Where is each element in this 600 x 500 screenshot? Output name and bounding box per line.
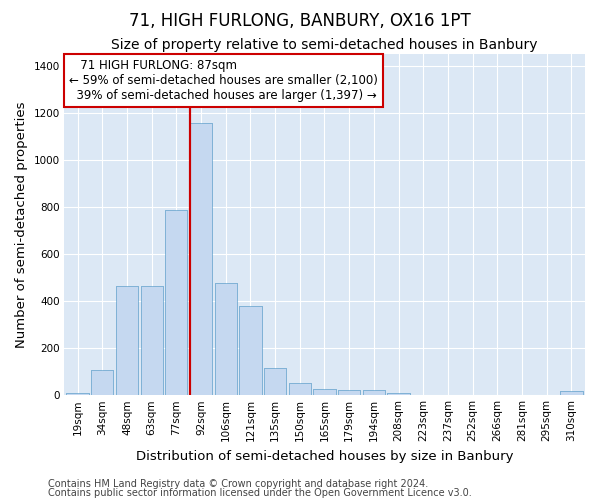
Bar <box>67 392 89 395</box>
Bar <box>388 392 410 395</box>
Title: Size of property relative to semi-detached houses in Banbury: Size of property relative to semi-detach… <box>111 38 538 52</box>
Text: Contains public sector information licensed under the Open Government Licence v3: Contains public sector information licen… <box>48 488 472 498</box>
Bar <box>116 286 138 395</box>
Bar <box>388 392 410 395</box>
Bar <box>560 392 583 395</box>
Bar <box>289 383 311 395</box>
Bar <box>338 390 360 395</box>
Bar <box>215 283 237 395</box>
Y-axis label: Number of semi-detached properties: Number of semi-detached properties <box>15 101 28 348</box>
Bar <box>313 389 335 395</box>
Bar <box>190 124 212 395</box>
Bar <box>363 390 385 395</box>
Bar <box>140 286 163 395</box>
Bar <box>239 306 262 395</box>
Bar <box>190 124 212 395</box>
Bar <box>264 368 286 395</box>
Text: Contains HM Land Registry data © Crown copyright and database right 2024.: Contains HM Land Registry data © Crown c… <box>48 479 428 489</box>
Bar <box>116 286 138 395</box>
Bar <box>338 390 360 395</box>
Bar <box>91 370 113 395</box>
Bar <box>560 392 583 395</box>
Bar <box>165 210 187 395</box>
Bar <box>264 368 286 395</box>
Bar <box>140 286 163 395</box>
Bar <box>215 283 237 395</box>
Text: 71 HIGH FURLONG: 87sqm   
← 59% of semi-detached houses are smaller (2,100)
  39: 71 HIGH FURLONG: 87sqm ← 59% of semi-det… <box>69 59 378 102</box>
Text: 71, HIGH FURLONG, BANBURY, OX16 1PT: 71, HIGH FURLONG, BANBURY, OX16 1PT <box>129 12 471 30</box>
Bar <box>67 392 89 395</box>
X-axis label: Distribution of semi-detached houses by size in Banbury: Distribution of semi-detached houses by … <box>136 450 513 462</box>
Bar <box>165 210 187 395</box>
Bar <box>239 306 262 395</box>
Bar <box>363 390 385 395</box>
Bar <box>313 389 335 395</box>
Bar <box>289 383 311 395</box>
Bar <box>91 370 113 395</box>
